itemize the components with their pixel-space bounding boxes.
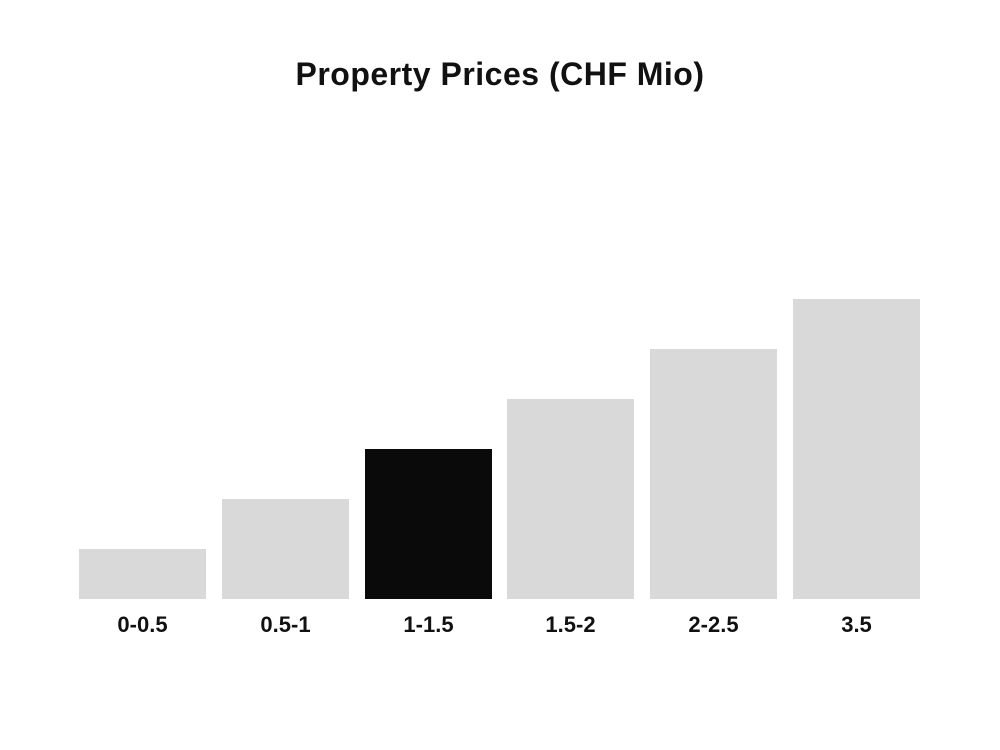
bar-label-1-1.5: 1-1.5 <box>403 612 454 637</box>
bar-0-0.5 <box>79 549 206 599</box>
bar-1.5-2 <box>507 399 634 599</box>
bar-label-2-2.5: 2-2.5 <box>688 612 739 637</box>
bar-label-3.5: 3.5 <box>841 612 872 637</box>
bar-2-2.5 <box>650 349 777 599</box>
bar-label-1.5-2: 1.5-2 <box>545 612 596 637</box>
bar-0.5-1 <box>222 499 349 599</box>
bar-1-1.5-highlighted <box>365 449 492 599</box>
bar-label-0.5-1: 0.5-1 <box>260 612 311 637</box>
chart-title: Property Prices (CHF Mio) <box>295 56 705 92</box>
bar-label-0-0.5: 0-0.5 <box>117 612 168 637</box>
bar-3.5 <box>793 299 920 599</box>
